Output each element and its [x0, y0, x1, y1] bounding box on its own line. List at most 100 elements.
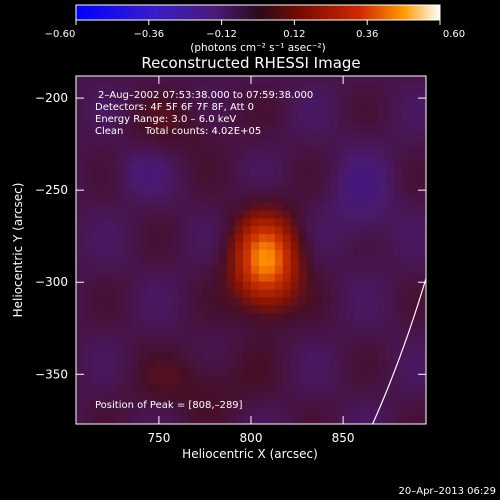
- heatmap-cell: [187, 155, 196, 164]
- heatmap-cell: [187, 186, 196, 196]
- heatmap-cell: [211, 202, 220, 212]
- heatmap-cell: [306, 234, 316, 243]
- heatmap-cell: [195, 155, 204, 164]
- heatmap-cell: [274, 186, 284, 196]
- heatmap-cell: [378, 234, 387, 243]
- heatmap-cell: [282, 297, 292, 306]
- heatmap-cell: [274, 416, 284, 424]
- heatmap-cell: [266, 265, 276, 275]
- heatmap-cell: [227, 321, 236, 330]
- heatmap-cell: [155, 210, 165, 219]
- heatmap-cell: [131, 297, 141, 306]
- heatmap-cell: [314, 376, 324, 386]
- heatmap-cell: [163, 408, 173, 417]
- heatmap-cell: [107, 155, 117, 164]
- heatmap-cell: [258, 360, 268, 370]
- heatmap-cell: [243, 400, 252, 409]
- heatmap-cell: [274, 194, 284, 204]
- heatmap-cell: [410, 170, 419, 180]
- heatmap-cell: [330, 257, 340, 267]
- heatmap-cell: [147, 281, 157, 291]
- heatmap-cell: [378, 344, 387, 354]
- colorbar: [75, 4, 441, 21]
- heatmap-cell: [410, 155, 419, 164]
- heatmap-cell: [227, 218, 236, 227]
- heatmap-cell: [306, 242, 316, 251]
- heatmap-cell: [147, 76, 157, 85]
- heatmap-cell: [314, 344, 324, 354]
- heatmap-cell: [386, 163, 395, 172]
- heatmap-cell: [235, 202, 244, 212]
- heatmap-cell: [83, 226, 93, 235]
- heatmap-cell: [378, 416, 387, 424]
- heatmap-cell: [322, 218, 332, 227]
- heatmap-cell: [378, 242, 387, 251]
- heatmap-cell: [99, 178, 109, 188]
- heatmap-cell: [147, 273, 157, 283]
- heatmap-cell: [243, 273, 252, 283]
- heatmap-cell: [115, 178, 125, 188]
- heatmap-cell: [76, 178, 85, 188]
- heatmap-cell: [346, 257, 356, 267]
- heatmap-cell: [322, 337, 332, 346]
- heatmap-cell: [386, 250, 395, 259]
- heatmap-cell: [131, 360, 141, 370]
- heatmap-cell: [187, 297, 196, 306]
- heatmap-cell: [378, 131, 387, 140]
- heatmap-cell: [76, 123, 85, 132]
- heatmap-cell: [99, 344, 109, 354]
- heatmap-cell: [354, 139, 363, 148]
- heatmap-cell: [338, 226, 348, 235]
- heatmap-cell: [179, 265, 188, 275]
- heatmap-cell: [306, 76, 316, 85]
- heatmap-cell: [123, 376, 133, 386]
- heatmap-cell: [290, 250, 300, 259]
- heatmap-cell: [243, 368, 252, 378]
- heatmap-cell: [346, 313, 356, 322]
- heatmap-cell: [410, 408, 419, 417]
- heatmap-cell: [282, 178, 292, 188]
- heatmap-cell: [123, 392, 133, 401]
- heatmap-cell: [251, 178, 260, 188]
- heatmap-cell: [402, 321, 411, 330]
- heatmap-cell: [219, 123, 228, 132]
- heatmap-cell: [258, 368, 268, 378]
- heatmap-cell: [338, 392, 348, 401]
- heatmap-cell: [187, 123, 196, 132]
- heatmap-cell: [163, 139, 173, 148]
- heatmap-cell: [274, 242, 284, 251]
- heatmap-cell: [211, 329, 220, 338]
- heatmap-cell: [147, 139, 157, 148]
- heatmap-cell: [219, 139, 228, 148]
- heatmap-cell: [187, 139, 196, 148]
- heatmap-cell: [251, 242, 260, 251]
- heatmap-cell: [243, 123, 252, 132]
- heatmap-cell: [139, 400, 149, 409]
- heatmap-cell: [131, 321, 141, 330]
- heatmap-cell: [83, 297, 93, 306]
- heatmap-cell: [187, 91, 196, 101]
- heatmap-cell: [235, 313, 244, 322]
- heatmap-cell: [83, 416, 93, 424]
- heatmap-cell: [211, 155, 220, 164]
- heatmap-cell: [306, 155, 316, 164]
- heatmap-cell: [251, 250, 260, 259]
- heatmap-cell: [83, 210, 93, 219]
- heatmap-cell: [243, 76, 252, 85]
- heatmap-cell: [306, 392, 316, 401]
- heatmap-cell: [139, 337, 149, 346]
- heatmap-cell: [418, 305, 426, 314]
- heatmap-cell: [330, 392, 340, 401]
- heatmap-cell: [386, 139, 395, 148]
- heatmap-cell: [322, 147, 332, 156]
- heatmap-cell: [115, 186, 125, 196]
- heatmap-cell: [115, 107, 125, 117]
- heatmap-cell: [251, 297, 260, 306]
- heatmap-cell: [370, 99, 379, 109]
- heatmap-cell: [83, 265, 93, 275]
- heatmap-cell: [131, 115, 141, 125]
- heatmap-cell: [115, 115, 125, 125]
- heatmap-cell: [83, 273, 93, 283]
- heatmap-cell: [354, 337, 363, 346]
- heatmap-cell: [402, 273, 411, 283]
